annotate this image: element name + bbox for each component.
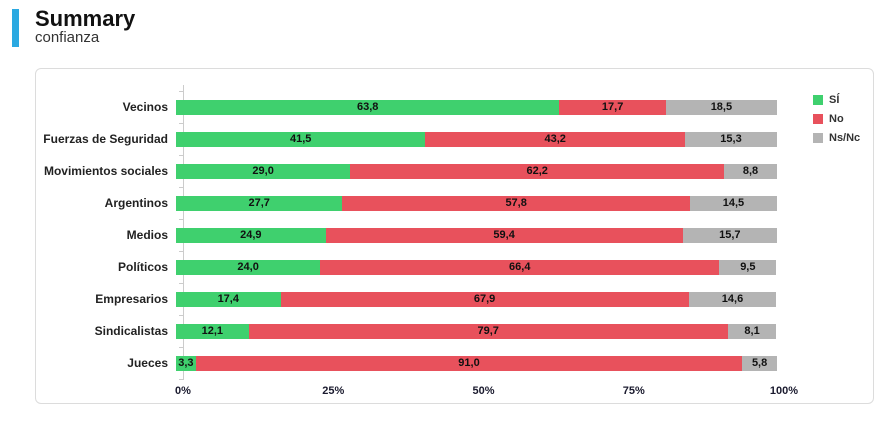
chart-legend: SÍ No Ns/Nc <box>813 90 860 147</box>
bar-segment-s: 24,9 <box>176 227 326 243</box>
bar-track: 29,0 62,2 8,8 <box>176 163 777 179</box>
x-tick-label: 0% <box>175 385 191 397</box>
y-axis-tick <box>179 187 184 188</box>
y-axis-tick <box>179 91 184 92</box>
bar-segment-s: 24,0 <box>176 259 321 275</box>
chart-row: Políticos 24,0 66,4 9,5 <box>36 251 873 283</box>
bar-segment-nsnc: 14,5 <box>689 195 777 211</box>
bar-track: 17,4 67,9 14,6 <box>176 291 777 307</box>
bar-segment-no: 66,4 <box>320 259 720 275</box>
bar-segment-nsnc: 15,3 <box>685 131 777 147</box>
legend-swatch-icon <box>813 94 823 105</box>
bar-track: 3,3 91,0 5,8 <box>176 355 777 371</box>
bar-segment-nsnc: 5,8 <box>742 355 777 371</box>
bar-segment-no: 57,8 <box>342 195 690 211</box>
legend-swatch-icon <box>813 132 823 143</box>
chart-row: Argentinos 27,7 57,8 14,5 <box>36 187 873 219</box>
bar-segment-nsnc: 8,8 <box>724 163 777 179</box>
x-tick-label: 25% <box>322 385 345 397</box>
bar-segment-s: 29,0 <box>176 163 351 179</box>
chart-row: Medios 24,9 59,4 15,7 <box>36 219 873 251</box>
legend-label: No <box>829 112 844 125</box>
bar-segment-no: 59,4 <box>325 227 683 243</box>
chart-row: Jueces 3,3 91,0 5,8 <box>36 347 873 379</box>
bar-segment-no: 67,9 <box>280 291 689 307</box>
x-tick-label: 100% <box>769 385 799 397</box>
bar-segment-nsnc: 15,7 <box>682 227 777 243</box>
x-axis: 0% 25% 50% 75% 100% <box>175 385 798 401</box>
bar-segment-no: 62,2 <box>350 163 725 179</box>
chart-row: Vecinos 63,8 17,7 18,5 <box>36 91 873 123</box>
chart-row: Fuerzas de Seguridad 41,5 43,2 15,3 <box>36 123 873 155</box>
x-tick-label: 50% <box>472 385 495 397</box>
category-label: Vecinos <box>122 100 168 114</box>
bar-track: 12,1 79,7 8,1 <box>176 323 777 339</box>
bar-track: 63,8 17,7 18,5 <box>176 99 777 115</box>
y-axis-tick <box>179 315 184 316</box>
page-subtitle: confianza <box>35 29 100 46</box>
page-title: Summary <box>35 6 136 31</box>
category-label: Argentinos <box>104 196 168 210</box>
category-label: Políticos <box>117 260 168 274</box>
category-label: Medios <box>126 228 168 242</box>
chart-row: Empresarios 17,4 67,9 14,6 <box>36 283 873 315</box>
legend-item-no: No <box>813 109 860 128</box>
y-axis-tick <box>179 283 184 284</box>
legend-item-nsnc: Ns/Nc <box>813 128 860 147</box>
chart-row: Movimientos sociales 29,0 62,2 8,8 <box>36 155 873 187</box>
stacked-bar-chart: Vecinos 63,8 17,7 18,5 Fuerzas de Seguridad 4… <box>36 69 873 403</box>
chart-rows: Vecinos 63,8 17,7 18,5 Fuerzas de Seguridad 4… <box>36 91 873 379</box>
bar-segment-nsnc: 8,1 <box>727 323 777 339</box>
bar-segment-s: 17,4 <box>176 291 281 307</box>
bar-segment-s: 41,5 <box>176 131 426 147</box>
category-label: Empresarios <box>95 292 168 306</box>
bar-segment-s: 12,1 <box>176 323 249 339</box>
bar-track: 27,7 57,8 14,5 <box>176 195 777 211</box>
y-axis-tick <box>179 379 184 380</box>
y-axis-tick <box>179 123 184 124</box>
header-accent-bar <box>12 9 19 47</box>
bar-segment-no: 17,7 <box>559 99 666 115</box>
legend-label: Ns/Nc <box>829 131 861 144</box>
x-tick-label: 75% <box>622 385 645 397</box>
bar-segment-no: 79,7 <box>248 323 728 339</box>
bar-track: 41,5 43,2 15,3 <box>176 131 777 147</box>
y-axis-tick <box>179 251 184 252</box>
bar-segment-nsnc: 14,6 <box>688 291 777 307</box>
bar-track: 24,0 66,4 9,5 <box>176 259 777 275</box>
category-label: Fuerzas de Seguridad <box>43 132 168 146</box>
category-label: Jueces <box>127 356 168 370</box>
bar-segment-nsnc: 9,5 <box>719 259 777 275</box>
bar-segment-s: 63,8 <box>176 99 560 115</box>
bar-segment-nsnc: 18,5 <box>665 99 777 115</box>
bar-segment-s: 27,7 <box>176 195 343 211</box>
category-label: Sindicalistas <box>94 324 168 338</box>
y-axis-tick <box>179 155 184 156</box>
chart-row: Sindicalistas 12,1 79,7 8,1 <box>36 315 873 347</box>
bar-segment-s: 3,3 <box>176 355 196 371</box>
y-axis-tick <box>179 219 184 220</box>
legend-swatch-icon <box>813 113 823 124</box>
bar-segment-no: 43,2 <box>425 131 686 147</box>
legend-label: SÍ <box>829 93 840 106</box>
legend-item-s: SÍ <box>813 90 860 109</box>
bar-track: 24,9 59,4 15,7 <box>176 227 777 243</box>
report-header: Summary confianza <box>0 0 887 60</box>
chart-card: Vecinos 63,8 17,7 18,5 Fuerzas de Seguridad 4… <box>35 68 874 404</box>
category-label: Movimientos sociales <box>43 164 168 178</box>
y-axis-tick <box>179 347 184 348</box>
bar-segment-no: 91,0 <box>195 355 743 371</box>
